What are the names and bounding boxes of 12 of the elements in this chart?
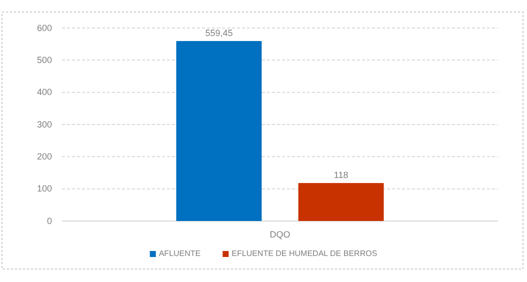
data-label: 559,45: [205, 28, 233, 38]
data-label: 118: [334, 170, 348, 180]
legend-label: AFLUENTE: [158, 249, 201, 258]
y-tick-label: 500: [36, 55, 52, 66]
y-tick-label: 0: [46, 216, 52, 226]
x-tick-label: DQO: [270, 229, 290, 240]
y-tick-label: 100: [36, 184, 52, 194]
y-tick-label: 300: [36, 119, 52, 130]
legend-label: EFLUENTE DE HUMEDAL DE BERROS: [232, 249, 378, 258]
y-tick-label: 200: [36, 152, 52, 162]
y-tick-label: 400: [36, 87, 52, 98]
y-tick-label: 600: [36, 22, 52, 33]
